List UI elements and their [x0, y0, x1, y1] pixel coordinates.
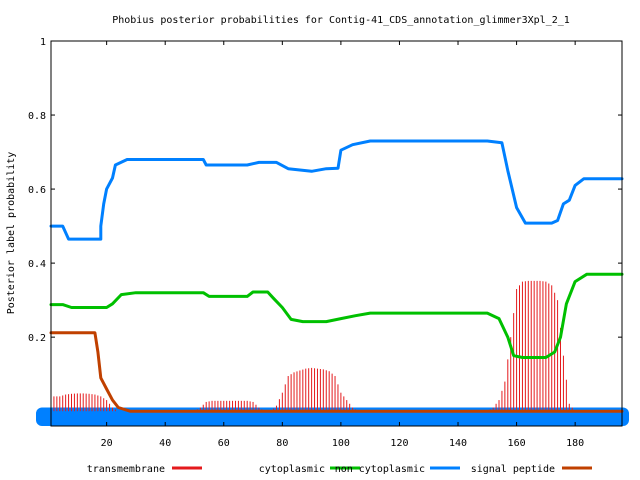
x-tick-label: 100: [332, 438, 350, 449]
series-non-cytoplasmic: [49, 139, 624, 241]
legend-label: transmembrane: [87, 464, 165, 475]
legend: transmembrane cytoplasmic non cytoplasmic s…: [87, 464, 592, 475]
x-tick-label: 140: [449, 438, 467, 449]
chart-title: Phobius posterior probabilities for Cont…: [112, 15, 570, 26]
y-tick-label: 0.2: [28, 333, 46, 344]
y-tick-label: 0.6: [28, 185, 46, 196]
x-tick-label: 60: [218, 438, 230, 449]
x-tick-label: 120: [390, 438, 408, 449]
y-axis-label: Posterior label probability: [6, 152, 17, 315]
x-tick-label: 160: [508, 438, 526, 449]
x-tick-label: 80: [276, 438, 288, 449]
x-tick-label: 20: [101, 438, 113, 449]
legend-label: signal peptide: [471, 464, 555, 475]
y-tick-label: 0.8: [28, 111, 46, 122]
x-tick-label: 180: [566, 438, 584, 449]
y-tick-label: 0.4: [28, 259, 46, 270]
series-signal-peptide: [49, 331, 624, 413]
plot-frame: [50, 40, 623, 427]
legend-label: non cytoplasmic: [335, 464, 425, 475]
y-tick-label: 1: [40, 37, 46, 48]
series-cytoplasmic: [49, 272, 624, 359]
x-tick-label: 40: [159, 438, 171, 449]
legend-label: cytoplasmic: [259, 464, 325, 475]
series-transmembrane: [50, 280, 573, 412]
